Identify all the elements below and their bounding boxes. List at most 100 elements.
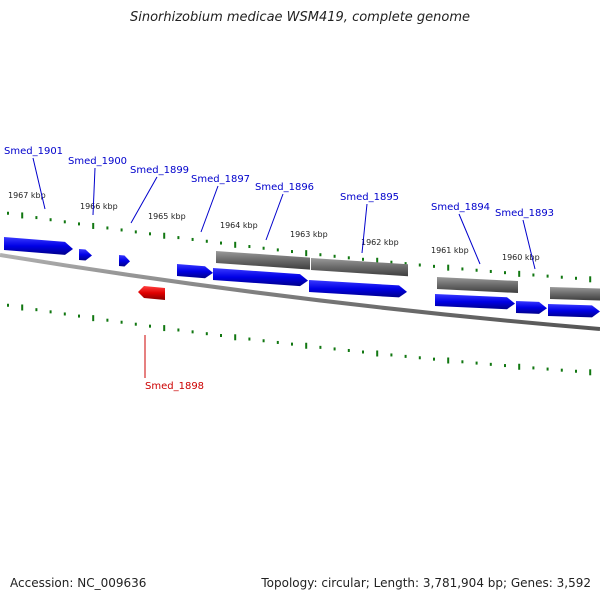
tick-mark bbox=[376, 350, 379, 357]
tick-mark bbox=[220, 241, 222, 245]
tick-mark bbox=[504, 271, 506, 275]
tick-mark bbox=[447, 264, 450, 271]
feature-block[interactable] bbox=[437, 277, 518, 294]
tick-label: 1965 kbp bbox=[148, 212, 186, 221]
feature-block[interactable] bbox=[550, 287, 600, 301]
tick-mark bbox=[546, 274, 549, 278]
tick-mark bbox=[362, 257, 364, 261]
gene-leader-line bbox=[361, 203, 368, 254]
tick-mark bbox=[205, 239, 208, 243]
tick-mark bbox=[489, 362, 492, 366]
gene-arrow-smed-1900[interactable] bbox=[79, 249, 92, 261]
tick-mark bbox=[489, 269, 492, 273]
tick-mark bbox=[191, 330, 194, 334]
tick-mark bbox=[589, 369, 592, 376]
gene-label[interactable]: Smed_1900 bbox=[68, 156, 127, 167]
tick-mark bbox=[461, 267, 464, 271]
tick-mark bbox=[205, 332, 208, 336]
tick-mark bbox=[347, 256, 350, 260]
tick-mark bbox=[177, 328, 180, 332]
tick-marks bbox=[7, 211, 592, 376]
tick-mark bbox=[92, 315, 95, 322]
tick-mark bbox=[149, 232, 151, 236]
tick-mark bbox=[475, 268, 478, 272]
tick-mark bbox=[404, 354, 407, 358]
tick-mark bbox=[319, 345, 322, 349]
tick-mark bbox=[546, 367, 549, 371]
gene-arrow-smed-1897[interactable] bbox=[177, 264, 213, 279]
tick-label: 1966 kbp bbox=[80, 202, 118, 211]
tick-mark bbox=[504, 364, 506, 368]
feature-track bbox=[4, 237, 600, 318]
gene-arrow-smed-1894[interactable] bbox=[435, 294, 515, 310]
gene-label[interactable]: Smed_1894 bbox=[431, 202, 490, 213]
feature-block[interactable] bbox=[311, 258, 408, 277]
gene-arrow-smed-1899[interactable] bbox=[119, 255, 130, 267]
feature-block[interactable] bbox=[216, 251, 310, 270]
gene-leader-line bbox=[458, 213, 481, 265]
tick-mark bbox=[347, 348, 350, 352]
tick-label: 1962 kbp bbox=[361, 238, 399, 247]
tick-mark bbox=[433, 357, 435, 361]
gene-arrow-next[interactable] bbox=[548, 304, 600, 318]
gene-label[interactable]: Smed_1893 bbox=[495, 208, 554, 219]
tick-label: 1960 kbp bbox=[502, 253, 540, 262]
genome-summary: Topology: circular; Length: 3,781,904 bp… bbox=[261, 576, 591, 590]
tick-mark bbox=[234, 241, 237, 248]
tick-mark bbox=[35, 308, 38, 312]
gene-arrow-smed-1893[interactable] bbox=[516, 301, 547, 314]
gene-arrow-smed-1895[interactable] bbox=[309, 280, 407, 298]
gene-leader-line bbox=[92, 167, 96, 216]
gene-arrow-smed-1898[interactable] bbox=[138, 286, 165, 300]
gene-arrow-smed-1896[interactable] bbox=[213, 268, 308, 287]
tick-mark bbox=[362, 350, 364, 354]
tick-mark bbox=[305, 342, 308, 349]
tick-label: 1967 kbp bbox=[8, 191, 46, 200]
tick-mark bbox=[575, 369, 577, 373]
gene-leader-line bbox=[522, 219, 536, 270]
tick-mark bbox=[291, 250, 293, 254]
tick-label: 1964 kbp bbox=[220, 221, 258, 230]
gene-label[interactable]: Smed_1901 bbox=[4, 146, 63, 157]
tick-mark bbox=[220, 334, 222, 338]
tick-mark bbox=[21, 212, 24, 219]
tick-mark bbox=[376, 257, 379, 264]
gene-label[interactable]: Smed_1899 bbox=[130, 165, 189, 176]
tick-mark bbox=[248, 337, 251, 341]
gene-leader-line bbox=[265, 193, 284, 241]
tick-label: 1961 kbp bbox=[431, 246, 469, 255]
tick-mark bbox=[560, 368, 563, 372]
gene-label[interactable]: Smed_1897 bbox=[191, 174, 250, 185]
tick-mark bbox=[418, 356, 421, 360]
tick-mark bbox=[404, 262, 407, 266]
tick-mark bbox=[78, 222, 80, 226]
gene-arrow-smed-1901[interactable] bbox=[4, 237, 73, 255]
tick-mark bbox=[78, 314, 80, 318]
tick-mark bbox=[333, 254, 336, 258]
tick-mark bbox=[276, 340, 279, 344]
gene-label[interactable]: Smed_1898 bbox=[145, 381, 204, 392]
tick-mark bbox=[163, 325, 166, 332]
tick-mark bbox=[291, 342, 293, 346]
tick-mark bbox=[575, 276, 577, 280]
tick-mark bbox=[390, 260, 393, 264]
tick-mark bbox=[305, 250, 308, 257]
tick-mark bbox=[106, 318, 109, 322]
tick-mark bbox=[63, 312, 66, 316]
tick-mark bbox=[589, 276, 592, 283]
gene-label[interactable]: Smed_1896 bbox=[255, 182, 314, 193]
tick-mark bbox=[319, 253, 322, 257]
gene-label[interactable]: Smed_1895 bbox=[340, 192, 399, 203]
tick-mark bbox=[134, 230, 137, 234]
tick-mark bbox=[276, 248, 279, 252]
tick-mark bbox=[447, 357, 450, 364]
tick-mark bbox=[7, 303, 9, 307]
tick-mark bbox=[106, 226, 109, 230]
tick-mark bbox=[461, 360, 464, 364]
tick-mark bbox=[333, 347, 336, 351]
tick-mark bbox=[49, 218, 52, 222]
tick-mark bbox=[177, 236, 180, 240]
tick-label: 1963 kbp bbox=[290, 230, 328, 239]
